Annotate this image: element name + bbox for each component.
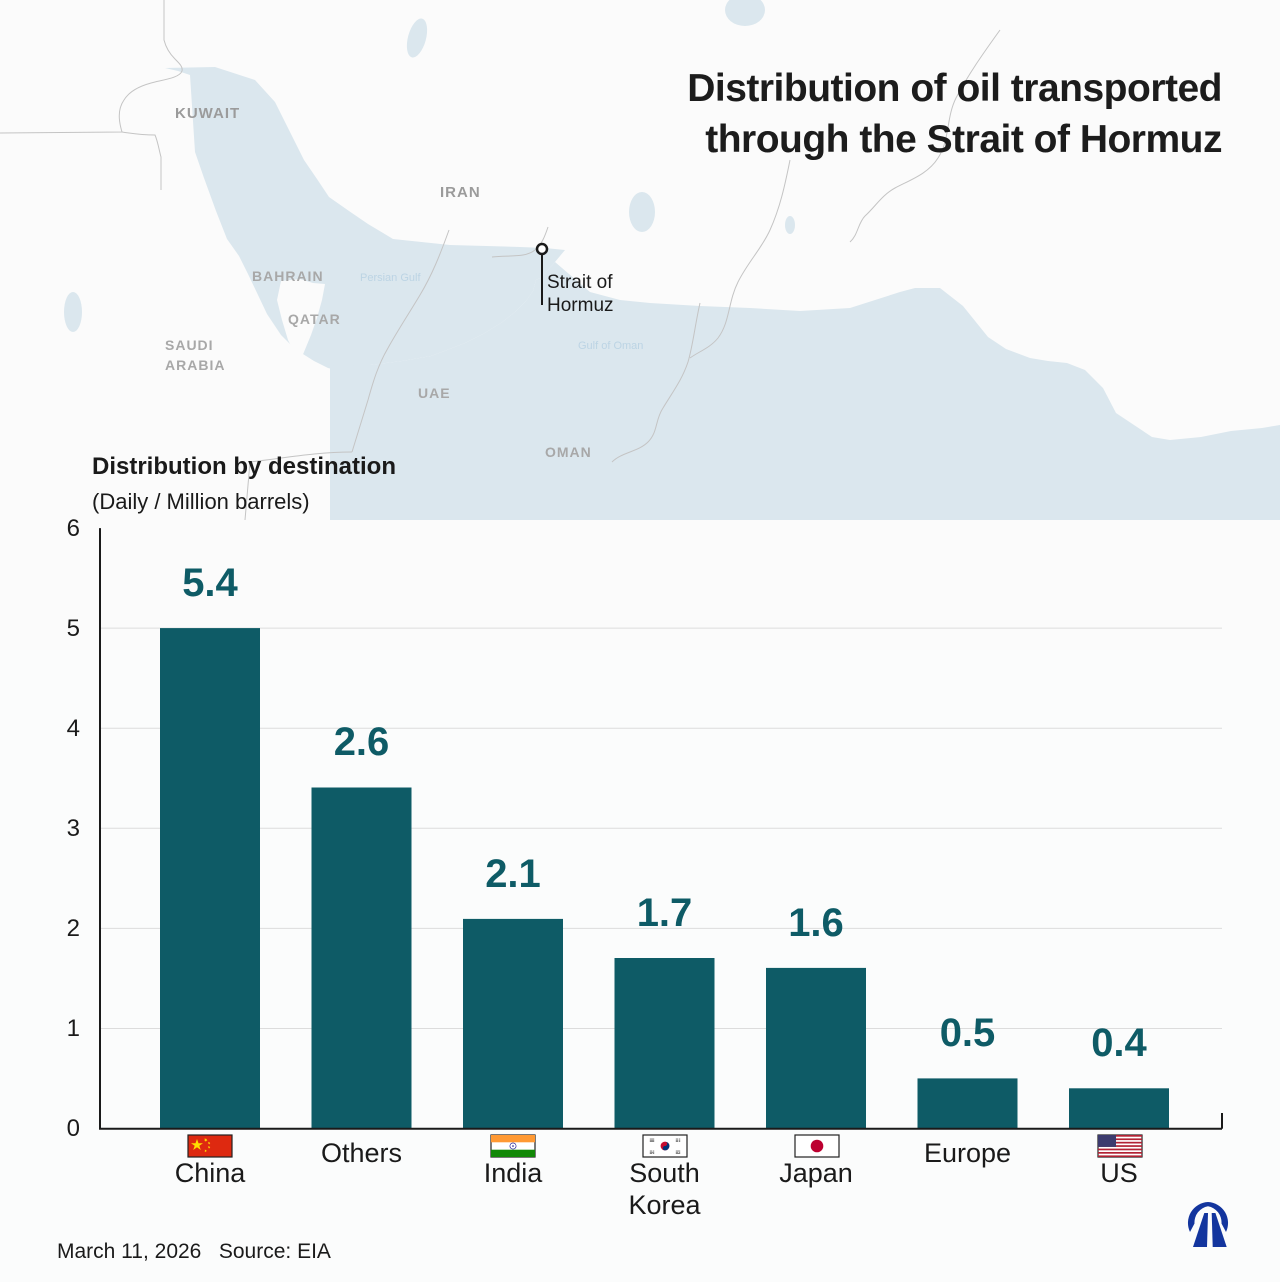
svg-text:KUWAIT: KUWAIT [175,105,240,122]
svg-text:IRAN: IRAN [440,184,481,201]
svg-text:Japan: Japan [779,1158,853,1188]
svg-text:Hormuz: Hormuz [547,295,614,316]
svg-text:Korea: Korea [628,1190,701,1220]
svg-text:1.6: 1.6 [788,901,844,945]
svg-text:SAUDI: SAUDI [165,337,214,353]
svg-text:5: 5 [67,615,80,642]
svg-text:1: 1 [67,1015,80,1042]
svg-text:2.6: 2.6 [334,720,390,764]
svg-text:0.4: 0.4 [1091,1021,1147,1065]
svg-text:QATAR: QATAR [288,311,341,327]
svg-text:3: 3 [67,815,80,842]
svg-text:Gulf of Oman: Gulf of Oman [578,340,643,352]
svg-text:1.7: 1.7 [637,891,693,935]
svg-text:5.4: 5.4 [182,561,238,605]
svg-text:ARABIA: ARABIA [165,357,225,373]
svg-text:4: 4 [67,715,80,742]
svg-text:India: India [484,1158,544,1188]
svg-text:2.1: 2.1 [485,852,541,896]
svg-text:South: South [629,1158,700,1188]
svg-text:US: US [1100,1158,1138,1188]
svg-text:6: 6 [67,515,80,542]
svg-text:UAE: UAE [418,385,451,401]
svg-text:China: China [175,1158,247,1188]
svg-text:2: 2 [67,915,80,942]
svg-text:Strait of: Strait of [547,272,613,293]
svg-text:Europe: Europe [924,1138,1011,1168]
svg-text:BAHRAIN: BAHRAIN [252,268,324,284]
svg-text:Others: Others [321,1138,402,1168]
svg-text:OMAN: OMAN [545,444,592,460]
svg-text:0.5: 0.5 [940,1011,996,1055]
svg-text:0: 0 [67,1115,80,1142]
svg-text:Persian Gulf: Persian Gulf [360,272,421,284]
